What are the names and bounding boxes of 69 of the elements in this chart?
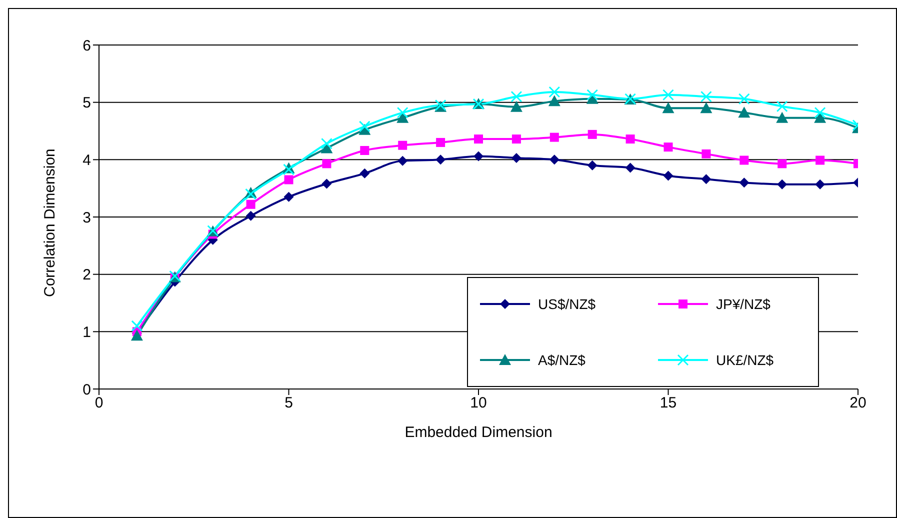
point — [738, 106, 750, 118]
point — [664, 142, 673, 152]
point — [512, 134, 521, 144]
point — [322, 178, 332, 189]
point — [548, 95, 560, 106]
point — [511, 152, 522, 163]
x-tick-label: 0 — [94, 394, 104, 412]
point — [320, 138, 332, 150]
point — [738, 93, 750, 105]
point — [360, 146, 370, 155]
legend-label: A$/NZ$ — [538, 352, 586, 368]
y-axis-title: Correlation Dimension — [41, 148, 58, 297]
point — [739, 178, 750, 188]
point — [130, 330, 143, 341]
point — [131, 320, 143, 332]
point — [474, 151, 484, 162]
point — [550, 132, 559, 142]
point — [510, 90, 522, 102]
point — [510, 100, 522, 112]
point — [815, 179, 826, 190]
point — [284, 192, 294, 202]
y-tick-label: 5 — [82, 94, 91, 112]
point — [548, 86, 560, 98]
point — [436, 138, 446, 147]
point — [398, 140, 408, 150]
point — [625, 162, 636, 173]
legend-label: UK£/NZ$ — [716, 352, 774, 368]
point — [396, 106, 408, 118]
x-tick-label: 20 — [850, 394, 866, 412]
point — [246, 200, 256, 209]
point — [778, 159, 787, 168]
x-tick-label: 15 — [660, 394, 677, 412]
point — [322, 159, 332, 168]
y-tick-label: 6 — [82, 37, 91, 54]
point — [701, 174, 712, 184]
y-tick-label: 1 — [82, 324, 91, 341]
point — [358, 120, 370, 132]
point — [702, 149, 711, 158]
x-tick-label: 5 — [284, 394, 293, 412]
point — [436, 154, 446, 165]
y-tick-label: 0 — [82, 381, 91, 398]
point — [700, 90, 712, 102]
legend-label: JP¥/NZ$ — [716, 296, 770, 312]
point — [814, 106, 826, 118]
point — [474, 134, 483, 144]
point — [776, 112, 788, 123]
x-tick-label: 10 — [470, 394, 487, 412]
point — [360, 168, 370, 178]
y-tick-label: 4 — [82, 152, 91, 169]
point — [398, 156, 408, 166]
point — [662, 102, 674, 114]
point — [777, 179, 788, 190]
point — [663, 170, 674, 181]
point — [700, 102, 712, 114]
point — [626, 134, 635, 144]
point — [246, 210, 256, 221]
point — [549, 154, 560, 165]
y-tick-label: 2 — [82, 266, 91, 284]
point — [662, 89, 674, 101]
point — [587, 160, 598, 170]
point — [816, 156, 825, 165]
x-axis-title: Embedded Dimension — [404, 424, 552, 441]
point — [740, 156, 749, 165]
legend-label: US$/NZ$ — [538, 296, 596, 312]
point — [588, 130, 597, 139]
point — [586, 89, 598, 101]
point — [776, 100, 788, 112]
point — [284, 175, 294, 184]
y-tick-label: 3 — [82, 209, 91, 226]
